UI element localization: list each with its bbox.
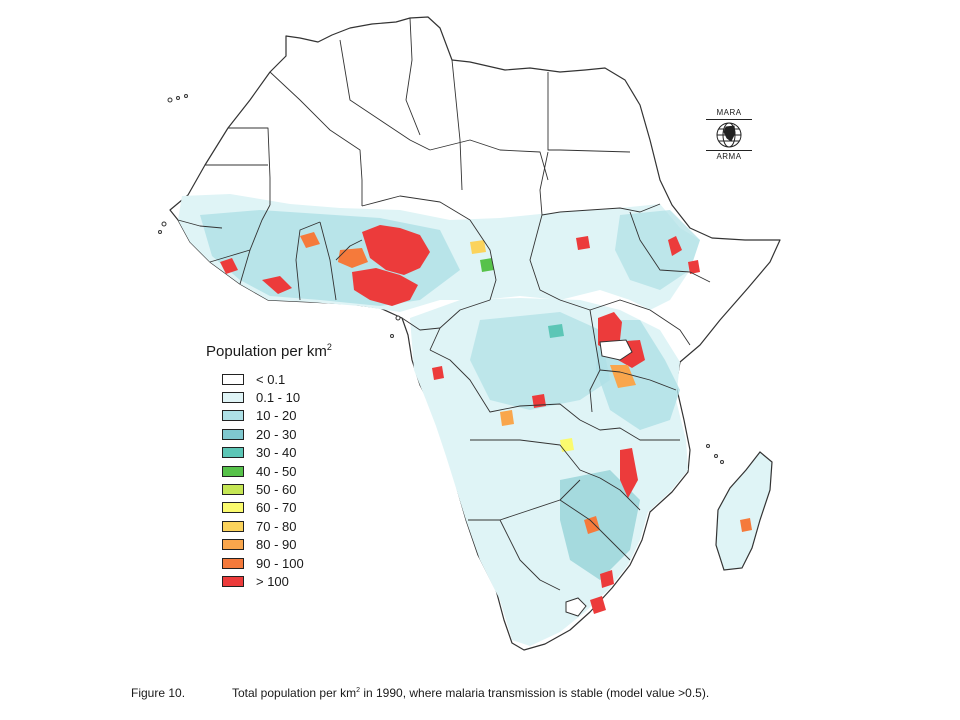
legend-label: 90 - 100 xyxy=(256,555,304,571)
legend-swatch xyxy=(222,447,244,459)
lesotho xyxy=(565,597,587,617)
map-legend: Population per km2 < 0.1 0.1 - 10 10 - 20 2… xyxy=(206,342,332,591)
madagascar-outline xyxy=(715,451,773,571)
country-borders xyxy=(177,17,711,591)
legend-label: 10 - 20 xyxy=(256,408,297,424)
legend-label: 40 - 50 xyxy=(256,463,297,479)
mara-logo: MARA ARMA xyxy=(706,108,752,162)
legend-label: 70 - 80 xyxy=(256,518,297,534)
caption-label: Figure 10. xyxy=(131,686,186,700)
legend-label: 0.1 - 10 xyxy=(256,390,301,406)
logo-bottom-text: ARMA xyxy=(716,152,742,161)
logo-bottom-line xyxy=(706,150,752,151)
legend-item: > 100 xyxy=(206,572,332,590)
legend-title: Population per km2 xyxy=(206,342,332,360)
caption-text: Total population per km2 in 1990, where … xyxy=(232,686,710,700)
logo-globe-space xyxy=(706,121,752,149)
legend-swatch xyxy=(222,392,244,404)
legend-swatch xyxy=(222,410,244,422)
legend-label: 60 - 70 xyxy=(256,500,297,516)
legend-label: 50 - 60 xyxy=(256,482,297,498)
legend-item: 80 - 90 xyxy=(206,536,332,554)
globe-icon xyxy=(716,122,742,148)
legend-swatch xyxy=(222,539,244,551)
legend-swatch xyxy=(222,575,244,587)
legend-rows: < 0.1 0.1 - 10 10 - 20 20 - 30 30 - 40 40 - 5… xyxy=(206,370,332,591)
legend-label: 80 - 90 xyxy=(256,537,297,553)
legend-item: 70 - 80 xyxy=(206,517,332,535)
logo-top-text: MARA xyxy=(716,108,742,117)
legend-label: 20 - 30 xyxy=(256,426,297,442)
legend-item: 60 - 70 xyxy=(206,499,332,517)
legend-item: 0.1 - 10 xyxy=(206,388,332,406)
legend-swatch xyxy=(222,557,244,569)
legend-swatch xyxy=(222,428,244,440)
legend-item: 90 - 100 xyxy=(206,554,332,572)
high-density-hotspots xyxy=(220,225,752,614)
legend-label: > 100 xyxy=(256,573,289,589)
legend-item: 10 - 20 xyxy=(206,407,332,425)
legend-item: 30 - 40 xyxy=(206,444,332,462)
legend-label: < 0.1 xyxy=(256,371,286,387)
legend-swatch xyxy=(222,502,244,514)
legend-swatch xyxy=(222,520,244,532)
legend-swatch xyxy=(222,373,244,385)
lake-victoria xyxy=(599,339,633,361)
legend-item: 40 - 50 xyxy=(206,462,332,480)
legend-item: 20 - 30 xyxy=(206,425,332,443)
logo-top-line xyxy=(706,119,752,120)
legend-swatch xyxy=(222,484,244,496)
legend-item: 50 - 60 xyxy=(206,480,332,498)
legend-label: 30 - 40 xyxy=(256,445,297,461)
legend-item: < 0.1 xyxy=(206,370,332,388)
legend-swatch xyxy=(222,465,244,477)
islands xyxy=(158,94,724,464)
